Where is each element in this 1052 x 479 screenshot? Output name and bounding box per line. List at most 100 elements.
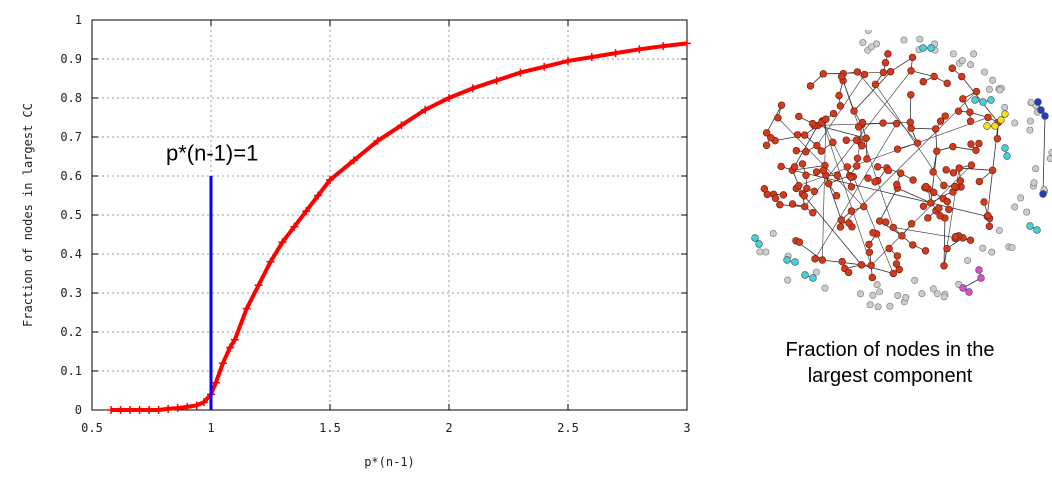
giant-component-node	[819, 166, 827, 175]
giant-component-node	[940, 181, 948, 190]
giant-component-node	[898, 232, 906, 240]
y-tick-label: 0.4	[60, 247, 82, 261]
isolated-node	[756, 248, 764, 256]
giant-component-node	[862, 134, 870, 142]
network-edge	[842, 80, 894, 228]
giant-component-node	[943, 79, 951, 88]
giant-component-node	[847, 173, 855, 181]
giant-component-node	[800, 202, 809, 211]
giant-component-node	[907, 220, 916, 228]
giant-component-node	[955, 164, 963, 172]
isolated-node	[949, 50, 957, 58]
isolated-node	[958, 57, 966, 65]
data-point	[107, 406, 116, 414]
giant-component-node	[800, 131, 809, 139]
network-edge	[890, 57, 913, 73]
x-tick-label: 3	[683, 421, 690, 435]
giant-component-node	[865, 248, 874, 256]
data-point	[373, 136, 382, 145]
giant-component-node	[943, 244, 951, 253]
isolated-node	[866, 301, 874, 309]
giant-component-node	[777, 101, 786, 109]
giant-component-node	[896, 169, 905, 177]
giant-component-node	[889, 269, 898, 278]
giant-component-node	[819, 70, 827, 78]
giant-component-node	[795, 238, 804, 246]
data-point	[302, 207, 311, 216]
isolated-node	[929, 285, 937, 293]
small-component-node	[971, 96, 979, 104]
isolated-node	[869, 291, 877, 299]
network-caption: Fraction of nodes in the largest compone…	[740, 337, 1040, 389]
isolated-node	[873, 281, 881, 289]
small-component-node	[1039, 190, 1047, 198]
y-axis-label: Fraction of nodes in largest CC	[21, 103, 35, 327]
isolated-node	[876, 288, 884, 296]
network-edge	[897, 187, 931, 204]
small-component-node	[979, 98, 987, 106]
network-diagram	[751, 30, 1052, 310]
giant-component-node	[806, 82, 815, 90]
isolated-node	[886, 302, 894, 310]
data-point	[516, 68, 525, 77]
isolated-node	[1001, 103, 1009, 111]
giant-component-node	[909, 241, 917, 249]
giant-component-node	[959, 95, 967, 103]
giant-component-node	[892, 119, 901, 128]
data-point	[468, 84, 477, 93]
data-point	[135, 406, 144, 414]
isolated-node	[784, 276, 792, 284]
data-point	[199, 398, 208, 407]
giant-component-node	[893, 145, 902, 153]
giant-component-node	[936, 117, 945, 125]
isolated-node	[940, 293, 948, 301]
giant-component-node	[907, 124, 915, 132]
network-edge	[792, 125, 819, 171]
small-component-node	[987, 96, 995, 104]
giant-component-node	[802, 171, 810, 179]
data-point	[314, 191, 323, 200]
isolated-node	[1026, 126, 1034, 134]
giant-component-node	[941, 112, 949, 120]
network-edge	[792, 169, 931, 204]
network-edge	[766, 104, 782, 134]
network-edge	[853, 176, 894, 274]
small-component-node	[1034, 98, 1042, 106]
data-point	[587, 53, 596, 62]
giant-component-node	[829, 138, 837, 147]
data-point	[564, 56, 572, 65]
small-component-node	[1041, 112, 1049, 120]
giant-component-node	[760, 185, 769, 193]
giant-component-node	[795, 112, 803, 121]
network-edge	[828, 175, 850, 185]
data-point	[326, 175, 334, 184]
giant-component-node	[838, 257, 846, 266]
giant-component-node	[884, 166, 893, 175]
giant-component-node	[984, 113, 992, 122]
giant-component-node	[930, 188, 938, 197]
giant-component-node	[913, 139, 922, 147]
isolated-node	[918, 290, 926, 298]
giant-component-node	[972, 146, 980, 155]
giant-component-node	[809, 208, 817, 217]
giant-component-node	[933, 147, 941, 155]
small-component-node	[927, 44, 935, 52]
giant-component-node	[884, 50, 892, 58]
giant-component-node	[857, 261, 866, 269]
network-edge	[798, 117, 989, 186]
small-component-node	[801, 271, 809, 279]
data-point	[397, 121, 406, 130]
small-component-node	[975, 266, 983, 274]
giant-component-node	[829, 109, 838, 118]
giant-component-node	[837, 216, 845, 224]
isolated-node	[894, 292, 902, 300]
x-tick-label: 1.5	[319, 421, 341, 435]
giant-component-node	[929, 168, 937, 176]
giant-component-node	[975, 139, 983, 148]
giant-component-node	[988, 166, 997, 175]
data-point	[492, 76, 501, 85]
isolated-node	[1017, 194, 1025, 202]
isolated-node	[1046, 155, 1052, 163]
giant-component-node	[852, 136, 861, 144]
giant-component-node	[931, 125, 940, 133]
